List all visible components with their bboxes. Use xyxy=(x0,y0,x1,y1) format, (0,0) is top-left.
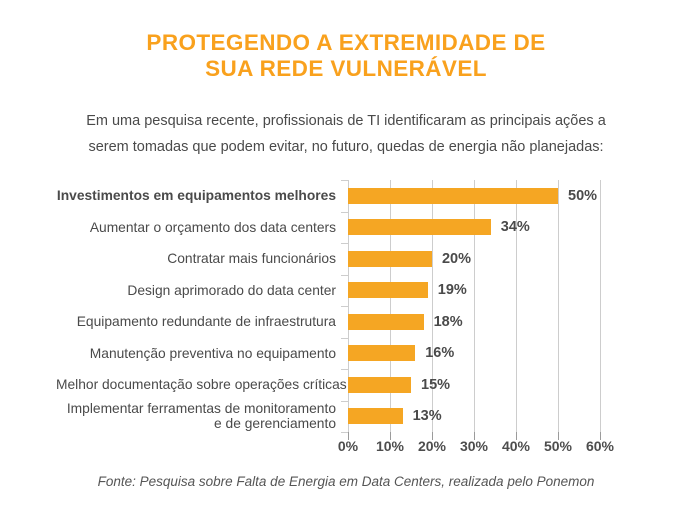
bar-value-label: 18% xyxy=(433,313,463,330)
bar-value-label: 20% xyxy=(441,250,472,267)
bar-track: 50% xyxy=(348,180,600,212)
category-label: Aumentar o orçamento dos data centers xyxy=(89,219,336,235)
category-label: Melhor documentação sobre operações crít… xyxy=(56,377,347,392)
bar xyxy=(348,408,403,425)
category-label: Implementar ferramentas de monitoramento… xyxy=(66,400,336,432)
page-title-line2: SUA REDE VULNERÁVEL xyxy=(205,56,487,81)
bar-row: Design aprimorado do data center 19% xyxy=(56,275,656,307)
bar-value-label: 15% xyxy=(421,376,451,393)
bar-track: 15% xyxy=(348,369,600,401)
bar-row: Aumentar o orçamento dos data centers 34… xyxy=(56,212,656,244)
x-axis-tick-label: 10% xyxy=(375,438,405,454)
bar-track: 19% xyxy=(348,275,600,307)
category-label: Equipamento redundante de infraestrutura xyxy=(76,314,336,329)
bar-row: Implementar ferramentas de monitoramento… xyxy=(56,401,656,433)
bar-value-label: 13% xyxy=(412,408,442,425)
bar-value-label: 16% xyxy=(425,345,455,362)
source-note: Fonte: Pesquisa sobre Falta de Energia e… xyxy=(97,474,595,489)
bar xyxy=(348,376,411,393)
bar xyxy=(348,282,428,299)
bar-row: Investimentos em equipamentos melhores 5… xyxy=(56,180,656,212)
chart-rows: Investimentos em equipamentos melhores 5… xyxy=(56,180,656,432)
category-label: Manutenção preventiva no equipamento xyxy=(89,345,336,361)
bar xyxy=(348,219,491,236)
bar-track: 20% xyxy=(348,243,600,275)
bar xyxy=(348,345,416,362)
category-label: Design aprimorado do data center xyxy=(127,282,336,298)
page-subtitle-line1: Em uma pesquisa recente, profissionais d… xyxy=(86,113,606,129)
x-axis-tick-label: 50% xyxy=(543,438,573,454)
bar xyxy=(348,313,424,330)
x-axis-tick-label: 40% xyxy=(501,438,531,454)
x-axis-labels: 0% 10% 20% 30% 40% 50% 60% xyxy=(338,432,614,458)
page-title-line1: PROTEGENDO A EXTREMIDADE DE xyxy=(146,30,546,55)
x-axis-tick-label: 60% xyxy=(585,438,615,454)
category-label: Investimentos em equipamentos melhores xyxy=(56,188,336,203)
page-subtitle: Em uma pesquisa recente, profissionais d… xyxy=(0,108,692,160)
page-title: PROTEGENDO A EXTREMIDADE DE SUA REDE VUL… xyxy=(0,0,692,82)
bar-track: 13% xyxy=(348,401,600,433)
bar-row: Equipamento redundante de infraestrutura… xyxy=(56,306,656,338)
bar-value-label: 19% xyxy=(437,282,467,299)
bar-row: Contratar mais funcionários 20% xyxy=(56,243,656,275)
bar-track: 18% xyxy=(348,306,600,338)
bar-value-label: 50% xyxy=(568,187,598,204)
bar-track: 16% xyxy=(348,338,600,370)
x-axis-tick-label: 30% xyxy=(459,438,489,454)
bar-row: Manutenção preventiva no equipamento 16% xyxy=(56,338,656,370)
x-axis-tick-label: 0% xyxy=(337,438,359,454)
bar-chart: Investimentos em equipamentos melhores 5… xyxy=(56,180,656,458)
y-axis-tick xyxy=(341,432,348,433)
bar xyxy=(348,250,432,267)
bar-value-label: 34% xyxy=(500,219,530,236)
page-subtitle-line2: serem tomadas que podem evitar, no futur… xyxy=(88,139,604,155)
bar xyxy=(348,187,558,204)
bar-row: Melhor documentação sobre operações crít… xyxy=(56,369,656,401)
x-axis-tick-label: 20% xyxy=(417,438,447,454)
category-label: Contratar mais funcionários xyxy=(167,251,336,266)
bar-track: 34% xyxy=(348,212,600,244)
